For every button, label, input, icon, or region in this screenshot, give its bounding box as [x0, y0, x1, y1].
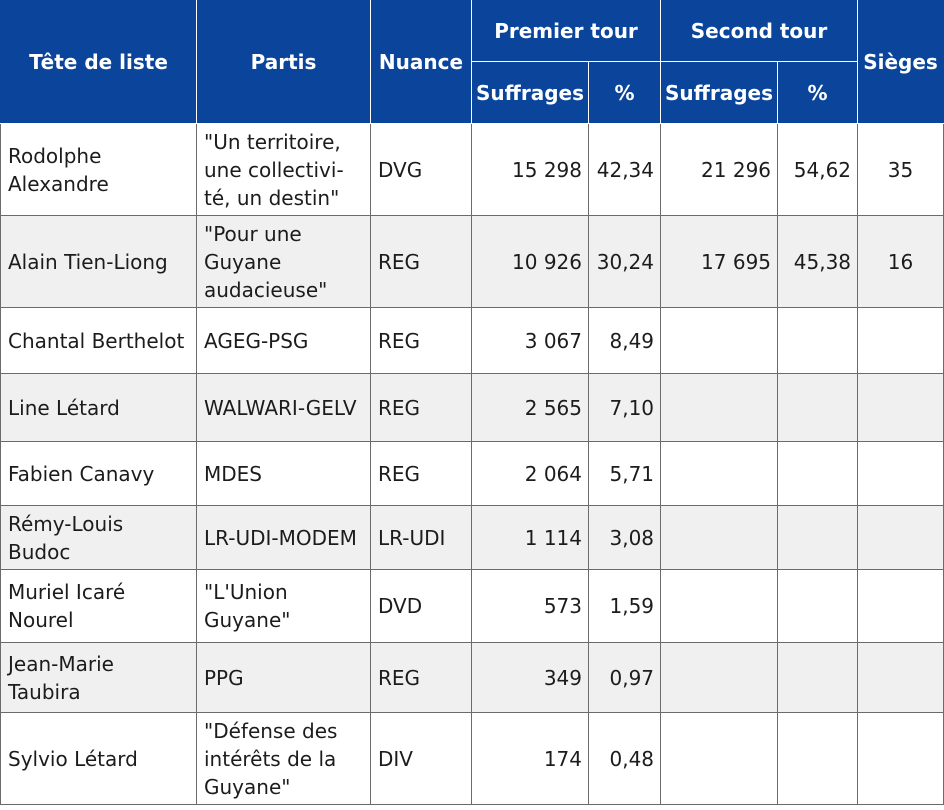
cell-t1-pct: 30,24	[587, 215, 662, 308]
table-row: Rémy-Louis Budoc LR-UDI-MODEM LR-UDI 1 1…	[0, 505, 944, 570]
cell-parti: "Pour une Guyane audacieuse"	[196, 215, 371, 308]
cell-tete: Muriel Icaré Nourel	[0, 569, 197, 643]
cell-tete: Sylvio Létard	[0, 712, 197, 805]
cell-parti: WALWARI-GELV	[196, 373, 371, 442]
cell-tete: Jean-Marie Taubira	[0, 642, 197, 713]
header-t1-suffrages: Suffrages	[471, 61, 589, 124]
cell-t2-suffrages	[660, 307, 779, 374]
cell-tete: Rodolphe Alexandre	[0, 123, 197, 216]
cell-t1-pct: 5,71	[587, 441, 662, 506]
cell-sieges	[857, 307, 944, 374]
cell-t2-suffrages	[660, 642, 779, 713]
header-nuance: Nuance	[370, 0, 472, 124]
cell-t2-suffrages	[660, 441, 779, 506]
cell-parti: "Un territoire, une collectivi-té, un de…	[196, 123, 371, 216]
cell-parti: "Défense des intérêts de la Guyane"	[196, 712, 371, 805]
cell-nuance: DVG	[370, 123, 472, 216]
header-t2-suffrages: Suffrages	[660, 61, 779, 124]
cell-t2-pct	[777, 569, 859, 643]
cell-tete: Alain Tien-Liong	[0, 215, 197, 308]
cell-t1-pct: 3,08	[587, 505, 662, 570]
cell-t1-suffrages: 3 067	[471, 307, 589, 374]
cell-nuance: REG	[370, 215, 472, 308]
cell-t2-suffrages	[660, 373, 779, 442]
header-row-1: Tête de liste Partis Nuance Premier tour…	[0, 0, 944, 124]
cell-t2-pct: 45,38	[777, 215, 859, 308]
cell-t1-pct: 0,97	[587, 642, 662, 713]
cell-tete: Chantal Berthelot	[0, 307, 197, 374]
cell-parti: MDES	[196, 441, 371, 506]
cell-t2-pct	[777, 307, 859, 374]
cell-sieges	[857, 642, 944, 713]
header-t2-pct: %	[777, 61, 859, 124]
cell-parti: "L'Union Guyane"	[196, 569, 371, 643]
cell-sieges	[857, 505, 944, 570]
cell-tete: Fabien Canavy	[0, 441, 197, 506]
table-row: Fabien Canavy MDES REG 2 064 5,71	[0, 441, 944, 506]
cell-tete: Rémy-Louis Budoc	[0, 505, 197, 570]
table-row: Rodolphe Alexandre "Un territoire, une c…	[0, 123, 944, 216]
header-t1-pct: %	[587, 61, 662, 124]
cell-t1-suffrages: 2 064	[471, 441, 589, 506]
cell-t1-suffrages: 573	[471, 569, 589, 643]
cell-t2-suffrages	[660, 569, 779, 643]
cell-parti: PPG	[196, 642, 371, 713]
cell-t2-pct	[777, 373, 859, 442]
cell-parti: LR-UDI-MODEM	[196, 505, 371, 570]
cell-t2-pct	[777, 712, 859, 805]
table-row: Jean-Marie Taubira PPG REG 349 0,97	[0, 642, 944, 713]
cell-t1-suffrages: 1 114	[471, 505, 589, 570]
cell-t2-suffrages: 21 296	[660, 123, 779, 216]
cell-t2-pct	[777, 642, 859, 713]
header-partis: Partis	[196, 0, 371, 124]
cell-sieges	[857, 712, 944, 805]
cell-t2-pct	[777, 505, 859, 570]
cell-parti: AGEG-PSG	[196, 307, 371, 374]
cell-t1-pct: 0,48	[587, 712, 662, 805]
cell-sieges	[857, 441, 944, 506]
cell-t1-pct: 8,49	[587, 307, 662, 374]
header-tete-de-liste: Tête de liste	[0, 0, 197, 124]
cell-nuance: DIV	[370, 712, 472, 805]
table-row: Line Létard WALWARI-GELV REG 2 565 7,10	[0, 373, 944, 442]
header-row-2: Suffrages % Suffrages %	[1, 61, 944, 124]
cell-t1-suffrages: 174	[471, 712, 589, 805]
cell-t2-suffrages: 17 695	[660, 215, 779, 308]
cell-sieges	[857, 569, 944, 643]
cell-nuance: DVD	[370, 569, 472, 643]
cell-t1-suffrages: 349	[471, 642, 589, 713]
cell-sieges: 16	[857, 215, 944, 308]
cell-nuance: LR-UDI	[370, 505, 472, 570]
table-row: Muriel Icaré Nourel "L'Union Guyane" DVD…	[0, 569, 944, 643]
cell-nuance: REG	[370, 642, 472, 713]
cell-t1-pct: 42,34	[587, 123, 662, 216]
cell-sieges	[857, 373, 944, 442]
cell-t2-pct: 54,62	[777, 123, 859, 216]
cell-t1-suffrages: 10 926	[471, 215, 589, 308]
table-row: Alain Tien-Liong "Pour une Guyane audaci…	[0, 215, 944, 308]
cell-nuance: REG	[370, 373, 472, 442]
cell-t1-suffrages: 15 298	[471, 123, 589, 216]
cell-t2-suffrages	[660, 505, 779, 570]
cell-t2-pct	[777, 441, 859, 506]
cell-nuance: REG	[370, 441, 472, 506]
cell-nuance: REG	[370, 307, 472, 374]
cell-t1-suffrages: 2 565	[471, 373, 589, 442]
header-second-tour: Second tour	[660, 0, 859, 62]
results-body: Rodolphe Alexandre "Un territoire, une c…	[0, 123, 944, 805]
cell-t1-pct: 1,59	[587, 569, 662, 643]
header-premier-tour: Premier tour	[470, 0, 662, 62]
cell-tete: Line Létard	[0, 373, 197, 442]
header-sieges: Sièges	[857, 0, 944, 124]
cell-t2-suffrages	[660, 712, 779, 805]
cell-sieges: 35	[857, 123, 944, 216]
cell-t1-pct: 7,10	[587, 373, 662, 442]
table-row: Sylvio Létard "Défense des intérêts de l…	[0, 712, 944, 805]
table-row: Chantal Berthelot AGEG-PSG REG 3 067 8,4…	[0, 307, 944, 374]
